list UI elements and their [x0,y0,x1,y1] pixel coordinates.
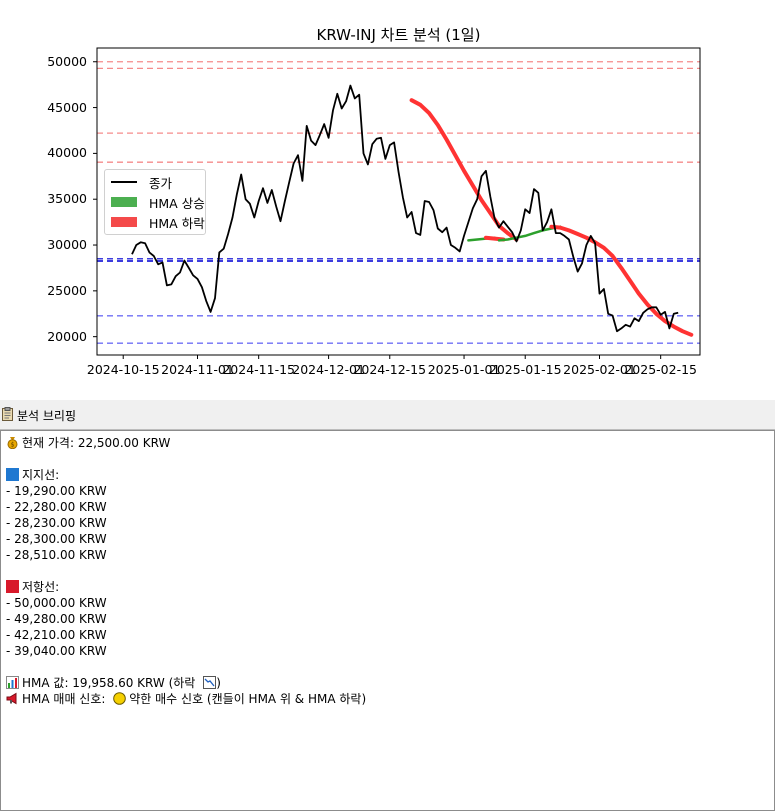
briefing-header: 분석 브리핑 [0,401,775,430]
close-price-series [131,84,679,333]
resistance-item: - 39,040.00 KRW [6,644,107,658]
support-title-line: 지지선: [6,467,59,483]
x-tick-label: 2025-01-01 [427,362,501,377]
red-square-icon [6,580,19,593]
hma-down-segment [549,224,694,337]
clipboard-icon [2,406,13,424]
money-bag-icon: $ [6,436,19,450]
bar-chart-icon [6,676,19,689]
legend-item-hma-down: HMA 하락 [111,213,205,231]
x-tick-label: 2024-12-15 [353,362,427,377]
x-tick-label: 2024-10-15 [86,362,160,377]
megaphone-icon [6,692,19,705]
y-tick-label: 45000 [47,99,87,115]
legend-swatch-hma-up [111,197,137,207]
plot-frame [96,47,701,356]
svg-text:$: $ [11,442,15,449]
chart-legend: 종가 HMA 상승 HMA 하락 [104,169,206,235]
x-tick-label: 2025-02-01 [563,362,636,377]
y-tick-label: 20000 [47,328,87,344]
hma-signal-label: HMA 매매 신호: [22,692,106,706]
hma-signal-line: HMA 매매 신호: 약한 매수 신호 (캔들이 HMA 위 & HMA 하락) [6,691,366,707]
y-tick-label: 35000 [47,191,87,207]
resistance-title-line: 저항선: [6,579,59,595]
y-tick-label: 50000 [47,53,87,69]
support-item: - 19,290.00 KRW [6,484,107,498]
current-price-text: 현재 가격: 22,500.00 KRW [22,436,171,450]
y-tick-label: 25000 [47,282,87,298]
legend-swatch-hma-down [111,217,137,227]
support-item: - 28,300.00 KRW [6,532,107,546]
briefing-text-area[interactable]: $ 현재 가격: 22,500.00 KRW 지지선: - 19,290.00 K… [0,430,775,811]
briefing-title: 분석 브리핑 [17,408,77,423]
chart-title: KRW-INJ 차트 분석 (1일) [316,26,481,44]
resistance-item: - 50,000.00 KRW [6,596,107,610]
support-item: - 28,230.00 KRW [6,516,107,530]
legend-label-close: 종가 [149,175,173,191]
hma-up-segment [497,225,562,242]
legend-label-hma-down: HMA 하락 [149,215,205,231]
y-tick-label: 30000 [47,237,87,253]
yellow-circle-icon [113,692,127,705]
blue-square-icon [6,468,19,481]
chart-plot [93,47,701,359]
resistance-item: - 42,210.00 KRW [6,628,107,642]
legend-label-hma-up: HMA 상승 [149,195,205,211]
support-item: - 28,510.00 KRW [6,548,107,562]
legend-swatch-close [111,181,137,183]
support-title: 지지선: [22,468,60,482]
hma-value-line: HMA 값: 19,958.60 KRW (하락 ) [6,675,221,691]
legend-item-close: 종가 [111,173,172,191]
x-tick-label: 2025-01-15 [488,362,562,377]
hma-value-text: HMA 값: 19,958.60 KRW (하락 [22,676,196,690]
x-tick-label: 2024-12-01 [292,362,365,377]
chart-down-icon [203,676,217,689]
support-item: - 22,280.00 KRW [6,500,107,514]
x-tick-label: 2024-11-15 [222,362,295,377]
chart-area: KRW-INJ 차트 분석 (1일) 2024-10-15 2024-11-01 2… [0,0,775,400]
hma-down-segment [409,98,519,242]
x-tick-label: 2024-11-01 [161,362,234,377]
current-price-line: $ 현재 가격: 22,500.00 KRW [6,435,170,451]
hma-value-suffix: ) [216,676,221,690]
resistance-title: 저항선: [22,580,60,594]
y-tick-label: 40000 [47,145,87,161]
legend-item-hma-up: HMA 상승 [111,193,205,211]
x-tick-label: 2025-02-15 [624,362,697,377]
resistance-item: - 49,280.00 KRW [6,612,107,626]
hma-signal-text: 약한 매수 신호 (캔들이 HMA 위 & HMA 하락) [129,692,367,706]
